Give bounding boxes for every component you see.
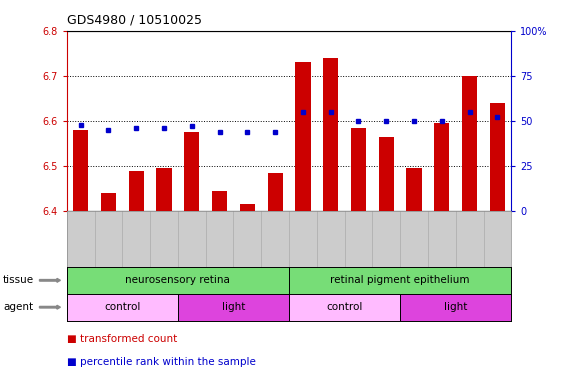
Bar — [490, 103, 505, 211]
Text: GDS4980 / 10510025: GDS4980 / 10510025 — [67, 13, 202, 26]
Bar — [289, 294, 400, 321]
Bar — [73, 130, 88, 211]
Bar — [323, 58, 338, 211]
Bar — [407, 168, 422, 211]
Bar — [67, 294, 178, 321]
Bar — [295, 62, 311, 211]
Bar — [400, 294, 511, 321]
Text: agent: agent — [3, 302, 33, 312]
Bar — [128, 170, 144, 211]
Bar — [156, 168, 171, 211]
Bar — [212, 191, 227, 211]
Bar — [240, 204, 255, 211]
Text: light: light — [222, 302, 245, 312]
Text: ■ transformed count: ■ transformed count — [67, 334, 177, 344]
Bar — [462, 76, 477, 211]
Text: retinal pigment epithelium: retinal pigment epithelium — [331, 275, 470, 285]
Text: neurosensory retina: neurosensory retina — [125, 275, 231, 285]
Text: control: control — [104, 302, 141, 312]
Text: light: light — [444, 302, 467, 312]
Text: tissue: tissue — [3, 275, 34, 285]
Bar — [184, 132, 199, 211]
Bar — [101, 193, 116, 211]
Bar — [434, 123, 450, 211]
Bar — [351, 128, 366, 211]
Bar — [379, 137, 394, 211]
Text: ■ percentile rank within the sample: ■ percentile rank within the sample — [67, 357, 256, 367]
Bar — [178, 294, 289, 321]
Text: control: control — [327, 302, 363, 312]
Bar — [267, 173, 283, 211]
